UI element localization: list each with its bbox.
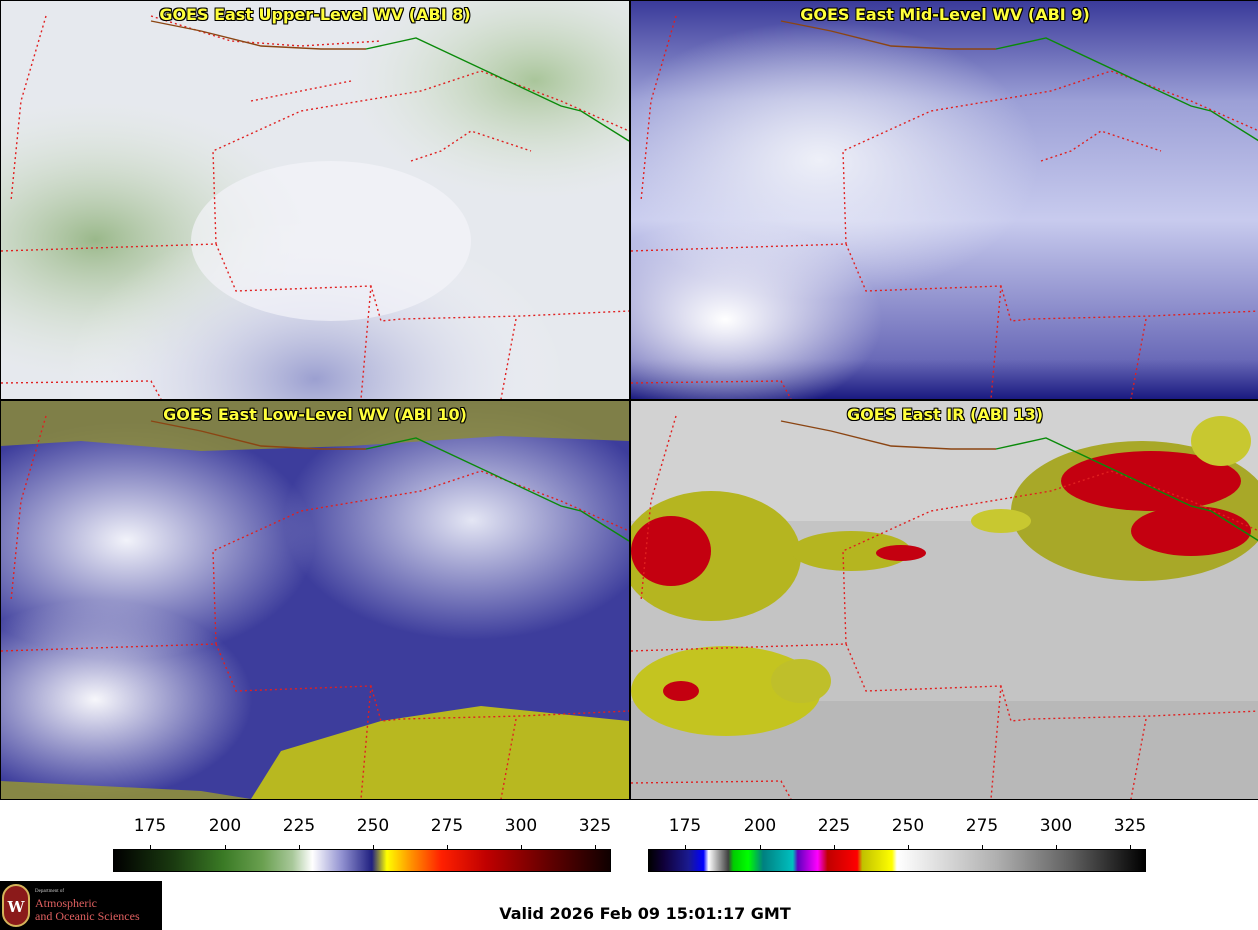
ir-panel: GOES East IR (ABI 13)	[630, 400, 1258, 800]
wv-colorbar	[113, 849, 611, 872]
tick-mark	[834, 845, 835, 850]
logo-line2: and Oceanic Sciences	[35, 909, 140, 923]
uw-seal-icon: W	[2, 884, 30, 927]
tick-mark	[595, 845, 596, 850]
tick-label: 225	[282, 816, 316, 836]
tick-label: 175	[668, 816, 702, 836]
panel-title: GOES East IR (ABI 13)	[846, 405, 1044, 424]
tick-label: 200	[743, 816, 777, 836]
tick-mark	[1130, 845, 1131, 850]
tick-mark	[521, 845, 522, 850]
mid-level-wv-image	[631, 1, 1258, 399]
tick-label: 300	[504, 816, 538, 836]
tick-label: 250	[891, 816, 925, 836]
tick-mark	[908, 845, 909, 850]
tick-mark	[150, 845, 151, 850]
tick-label: 275	[965, 816, 999, 836]
seal-letter: W	[7, 898, 25, 916]
tick-label: 225	[817, 816, 851, 836]
tick-mark	[299, 845, 300, 850]
panel-title: GOES East Upper-Level WV (ABI 8)	[159, 5, 471, 24]
logo-dept: Department of	[35, 889, 65, 894]
tick-label: 200	[208, 816, 242, 836]
tick-mark	[1056, 845, 1057, 850]
tick-label: 275	[430, 816, 464, 836]
ir-colorbar	[648, 849, 1146, 872]
upper-level-wv-image	[1, 1, 629, 399]
low-level-wv-image	[1, 401, 629, 799]
tick-mark	[685, 845, 686, 850]
aos-logo: W Department of Atmospheric and Oceanic …	[0, 881, 162, 930]
valid-time: Valid 2026 Feb 09 15:01:17 GMT	[499, 904, 791, 923]
tick-label: 175	[133, 816, 167, 836]
wv-colorbar-ticks: 175 200 225 250 275 300 325	[113, 816, 611, 852]
low-level-wv-panel: GOES East Low-Level WV (ABI 10)	[0, 400, 630, 800]
tick-label: 325	[578, 816, 612, 836]
tick-mark	[373, 845, 374, 850]
tick-mark	[447, 845, 448, 850]
tick-mark	[982, 845, 983, 850]
tick-mark	[760, 845, 761, 850]
ir-image	[631, 401, 1258, 799]
panel-title: GOES East Mid-Level WV (ABI 9)	[800, 5, 1090, 24]
ir-colorbar-ticks: 175 200 225 250 275 300 325	[648, 816, 1146, 852]
logo-line1: Atmospheric	[35, 896, 97, 910]
tick-mark	[225, 845, 226, 850]
panel-title: GOES East Low-Level WV (ABI 10)	[163, 405, 467, 424]
tick-label: 325	[1113, 816, 1147, 836]
tick-label: 300	[1039, 816, 1073, 836]
mid-level-wv-panel: GOES East Mid-Level WV (ABI 9)	[630, 0, 1258, 400]
upper-level-wv-panel: GOES East Upper-Level WV (ABI 8)	[0, 0, 630, 400]
tick-label: 250	[356, 816, 390, 836]
